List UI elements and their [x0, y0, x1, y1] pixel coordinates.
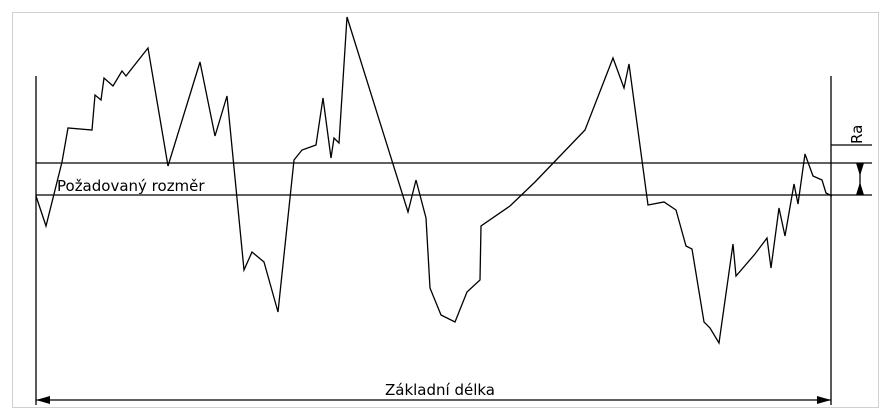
ra-arrow-top-icon: [856, 163, 864, 176]
diagram-frame: [12, 12, 879, 408]
ra-arrow-bottom-icon: [856, 182, 864, 195]
base-length-arrow-right-icon: [817, 396, 831, 404]
roughness-profile: [35, 16, 833, 345]
ra-label: Ra: [848, 125, 866, 144]
base-length-arrow-left-icon: [36, 396, 50, 404]
required-dimension-label: Požadovaný rozměr: [57, 177, 205, 195]
base-length-label: Základní délka: [385, 381, 495, 399]
